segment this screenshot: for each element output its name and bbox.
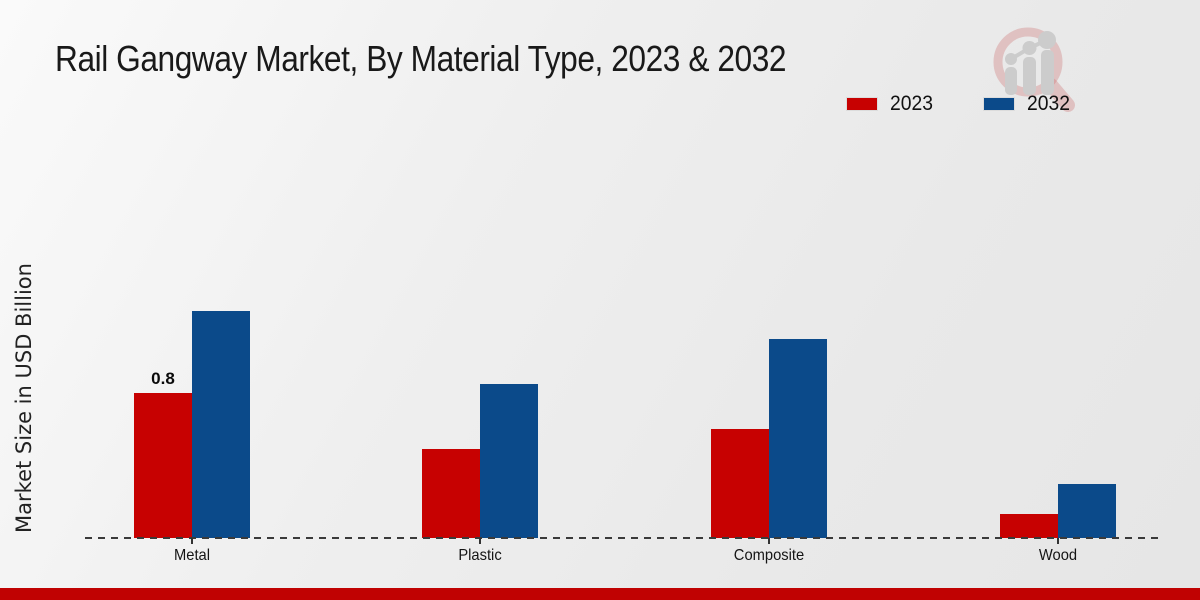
footer-accent-bar (0, 588, 1200, 600)
bar-2023-composite (711, 429, 769, 538)
bar-2032-composite (769, 339, 827, 538)
bar-2032-metal (192, 311, 250, 538)
category-label-plastic: Plastic (458, 547, 502, 564)
x-axis-baseline (85, 537, 1163, 539)
legend-swatch-2032 (982, 97, 1015, 111)
x-axis-tick (768, 538, 770, 544)
category-label-wood: Wood (1038, 547, 1078, 564)
x-axis-tick (1057, 538, 1059, 544)
legend-label-2023: 2023 (890, 92, 933, 115)
legend-label-2032: 2032 (1026, 92, 1070, 115)
legend-swatch-2023 (846, 97, 878, 111)
x-axis-tick (479, 538, 481, 544)
magnifier-bar-chart-logo-icon (993, 27, 1075, 112)
bar-value-label: 0.8 (151, 369, 175, 388)
bar-2023-wood (1000, 514, 1058, 538)
bar-2023-plastic (422, 449, 480, 538)
bar-2032-plastic (480, 384, 538, 538)
category-label-composite: Composite (733, 547, 805, 564)
legend-item-2023: 2023 (846, 92, 937, 116)
bar-2032-wood (1058, 484, 1116, 538)
bar-2023-metal (134, 393, 192, 538)
x-axis-tick (191, 538, 193, 544)
legend-item-2032: 2032 (982, 92, 1074, 116)
page-title: Rail Gangway Market, By Material Type, 2… (55, 38, 787, 79)
legend: 2023 2032 (846, 92, 1073, 116)
category-label-metal: Metal (174, 547, 210, 564)
